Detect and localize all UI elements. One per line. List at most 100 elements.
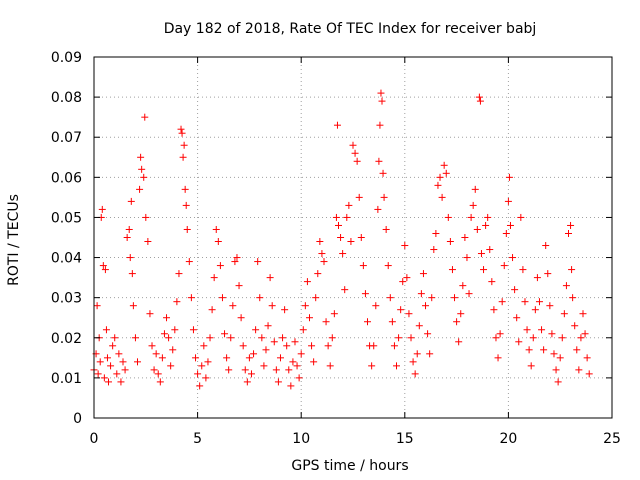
data-point	[502, 229, 510, 237]
data-point	[476, 97, 484, 105]
data-point	[393, 362, 401, 370]
data-point	[274, 378, 282, 386]
data-point	[322, 318, 330, 326]
data-point	[225, 366, 233, 374]
data-point	[333, 121, 341, 129]
data-point	[210, 274, 218, 282]
data-point	[131, 334, 139, 342]
data-point	[154, 370, 162, 378]
data-point	[178, 129, 186, 137]
data-point	[165, 334, 173, 342]
x-tick-label: 0	[90, 431, 99, 447]
data-point	[353, 157, 361, 165]
data-point	[413, 350, 421, 358]
y-tick-label: 0.01	[51, 371, 82, 387]
data-point	[490, 306, 498, 314]
data-point	[200, 342, 208, 350]
y-tick-label: 0.04	[51, 251, 82, 267]
data-point	[475, 93, 483, 101]
data-point	[554, 378, 562, 386]
data-point	[115, 350, 123, 358]
data-point	[237, 314, 245, 322]
data-point	[359, 262, 367, 270]
data-point	[314, 270, 322, 278]
data-point	[430, 246, 438, 254]
data-point	[128, 270, 136, 278]
data-point	[527, 362, 535, 370]
data-point	[127, 197, 135, 205]
data-point	[180, 141, 188, 149]
data-point	[141, 113, 149, 121]
data-point	[477, 250, 485, 258]
data-point	[198, 362, 206, 370]
data-point	[438, 193, 446, 201]
data-point	[583, 354, 591, 362]
data-point	[448, 266, 456, 274]
data-point	[525, 346, 533, 354]
data-point	[281, 306, 289, 314]
plot-frame	[93, 56, 613, 419]
data-point	[341, 286, 349, 294]
data-point	[142, 213, 150, 221]
y-tick-label: 0.06	[51, 170, 82, 186]
data-point	[395, 334, 403, 342]
data-point	[349, 141, 357, 149]
data-point	[179, 153, 187, 161]
data-point	[506, 221, 514, 229]
data-point	[233, 254, 241, 262]
data-point	[575, 366, 583, 374]
data-point	[424, 330, 432, 338]
data-point	[268, 302, 276, 310]
data-point	[504, 197, 512, 205]
data-point	[544, 270, 552, 278]
data-point	[107, 362, 115, 370]
data-point	[140, 173, 148, 181]
data-point	[318, 250, 326, 258]
data-point	[444, 213, 452, 221]
data-point	[94, 370, 102, 378]
data-point	[182, 201, 190, 209]
data-point	[379, 169, 387, 177]
data-point	[189, 326, 197, 334]
data-point	[99, 262, 107, 270]
data-point	[250, 350, 258, 358]
data-point	[136, 185, 144, 193]
data-point	[196, 382, 204, 390]
data-point	[455, 338, 463, 346]
data-point	[513, 314, 521, 322]
data-point	[264, 322, 272, 330]
data-point	[256, 294, 264, 302]
data-point	[126, 254, 134, 262]
data-point	[364, 318, 372, 326]
x-tick-label: 10	[292, 431, 310, 447]
data-point	[509, 254, 517, 262]
data-point	[337, 234, 345, 241]
data-point	[98, 205, 106, 213]
data-point	[469, 201, 477, 209]
data-point	[152, 350, 160, 358]
data-point	[376, 121, 384, 129]
data-point	[351, 149, 359, 157]
data-point	[262, 346, 270, 354]
data-point	[459, 282, 467, 290]
data-point	[488, 278, 496, 286]
data-point	[343, 213, 351, 221]
data-point	[239, 342, 247, 350]
data-point	[105, 378, 113, 386]
data-point	[289, 358, 297, 366]
data-point	[463, 254, 471, 262]
data-point	[221, 330, 229, 338]
data-point	[208, 306, 216, 314]
data-point	[465, 290, 473, 298]
data-point	[169, 346, 177, 354]
data-point	[109, 342, 117, 350]
data-point	[121, 366, 129, 374]
data-point	[103, 354, 111, 362]
data-point	[577, 334, 585, 342]
data-point	[411, 370, 419, 378]
data-point	[517, 213, 525, 221]
data-point	[206, 334, 214, 342]
data-point	[529, 334, 537, 342]
data-point	[345, 201, 353, 209]
